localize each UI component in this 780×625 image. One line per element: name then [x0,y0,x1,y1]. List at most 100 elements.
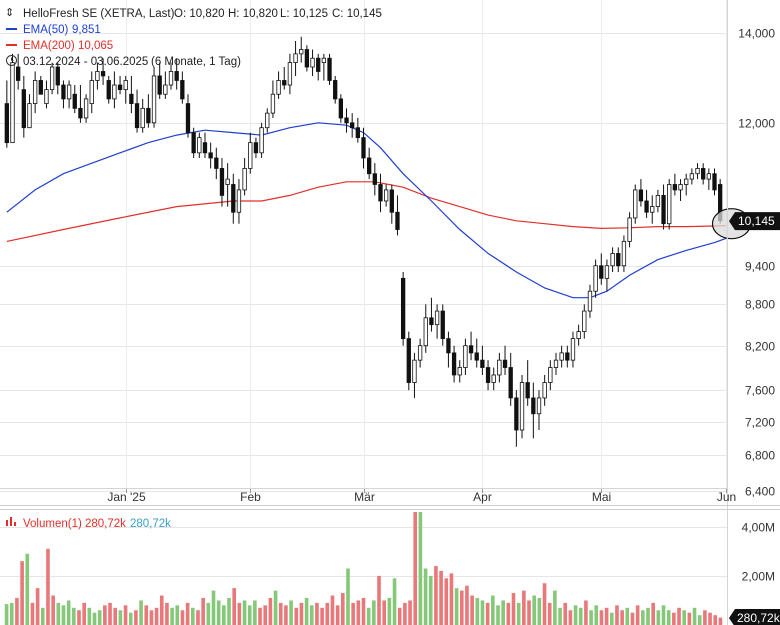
candle [378,173,383,213]
volume-bar [620,610,624,625]
candle-body [661,195,666,225]
candle [310,49,315,76]
candle [32,71,38,114]
candle-body [655,195,661,207]
volume-bar [330,595,335,625]
candle [202,132,208,158]
volume-bar [309,605,314,625]
candle-body [650,206,655,213]
price-tick-label: 6,400 [745,485,775,499]
volume-bar [434,566,438,625]
candle [151,67,157,128]
candle [236,179,242,224]
volume-legend-name: Volumen(1) [23,518,82,530]
volume-bar [325,602,330,625]
volume-bar [656,610,661,625]
volume-bar [56,602,61,625]
candle [542,374,547,406]
volume-bar [340,593,345,625]
candle [400,272,406,346]
legend-ema50-value: 9,851 [72,24,101,36]
candle [667,179,672,230]
volume-bar [196,610,200,625]
candle [208,142,213,169]
last-volume-label: 280,72k [737,611,780,625]
candle [570,331,576,368]
candle [633,184,638,224]
candle [61,80,66,109]
candle [474,338,479,368]
volume-bar [594,605,599,625]
candle [106,75,111,104]
volume-bar [118,610,123,625]
candle [661,184,666,230]
volume-bar [542,583,547,625]
volume-bar [672,612,676,625]
candle-body [214,157,219,169]
candle-body [185,103,191,134]
candle-body [66,84,72,100]
candle-body [350,122,355,129]
candle-body [610,253,615,267]
candle [44,80,49,109]
volume-bar [9,602,14,625]
candle [695,163,700,180]
candle [502,345,508,375]
candle [468,331,474,361]
candle-body [514,397,519,431]
bar-chart-icon [6,517,16,526]
volume-bar [397,607,402,625]
candle-body [383,189,389,202]
candle-body [429,317,434,326]
volume-bar [439,570,443,625]
volume-bar [185,602,190,625]
candle-body [423,317,428,347]
volume-bar [103,605,107,625]
volume-bar [222,605,226,625]
time-tick-label: Feb [240,490,261,504]
candle-body [582,310,587,332]
candle [191,127,196,158]
volume-bar [578,607,583,625]
volume-bar [553,590,557,625]
candle [163,71,168,99]
volume-bar [708,612,712,625]
candle-body [89,80,94,105]
candle-body [27,103,32,129]
candle [134,89,140,133]
candle-body [10,62,15,144]
candle-body [434,310,440,326]
time-axis: Jan '25 Feb Mär Apr Mai Jun [0,488,736,504]
candle [446,331,451,368]
candle-body [163,84,168,95]
candle [429,297,434,332]
candle [406,331,411,391]
volume-bar [403,602,407,625]
candle [508,352,513,406]
candle [548,360,553,391]
candle-body [400,277,406,340]
volume-bar [377,575,381,625]
candle [712,168,717,196]
candle [383,184,389,207]
volume-bar [4,604,9,625]
volume-bar [144,605,149,625]
price-tick-label: 7,600 [745,384,775,398]
candle-body [457,367,462,376]
candle [276,71,281,99]
candle-body [451,352,457,376]
candle [684,173,689,196]
volume-bar [646,607,650,625]
volume-legend-value-red: 280,72k [85,518,126,530]
candle [168,62,174,90]
candle-body [321,57,327,63]
candle-body [695,168,700,175]
last-price-tag: 10,145 [729,212,780,231]
candle-body [701,168,706,180]
volume-bar [408,600,412,625]
candle-body [38,80,43,95]
candle [180,71,185,104]
candle [616,247,621,273]
candle-body [491,374,496,383]
candle-body [531,397,536,415]
